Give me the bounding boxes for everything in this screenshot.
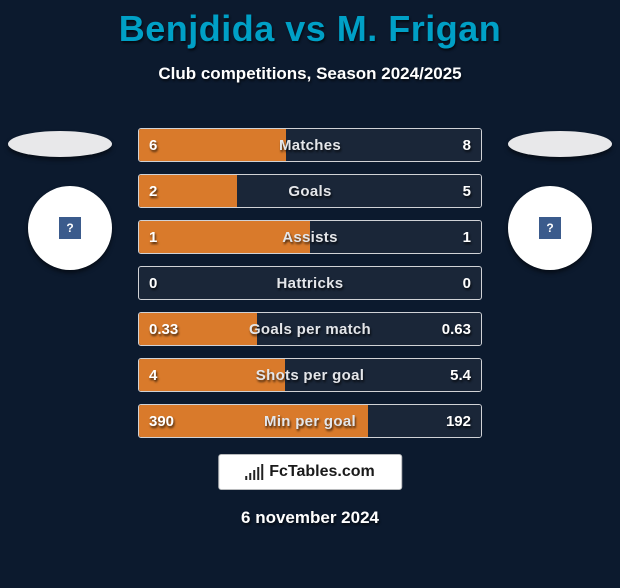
stat-right-bar bbox=[286, 129, 481, 161]
stat-row: 0 0Hattricks bbox=[138, 266, 482, 300]
stat-right-value: 8 bbox=[463, 129, 471, 161]
stat-right-value: 0.63 bbox=[442, 313, 471, 345]
unknown-club-icon bbox=[59, 217, 81, 239]
stats-panel: 68Matches25Goals11Assists00Hattricks0.33… bbox=[138, 128, 482, 450]
stat-left-bar bbox=[139, 359, 285, 391]
footer-attribution: FcTables.com bbox=[218, 454, 402, 490]
stat-right-value: 5.4 bbox=[450, 359, 471, 391]
stat-left-value: 0 bbox=[149, 267, 157, 299]
player-left-avatar bbox=[8, 131, 112, 157]
stat-right-value: 192 bbox=[446, 405, 471, 437]
stat-left-value: 4 bbox=[149, 359, 157, 391]
stat-left-value: 0.33 bbox=[149, 313, 178, 345]
page-date: 6 november 2024 bbox=[0, 508, 620, 528]
player-right-club bbox=[508, 186, 592, 270]
stat-left-value: 1 bbox=[149, 221, 157, 253]
stat-row: 25Goals bbox=[138, 174, 482, 208]
player-left-club bbox=[28, 186, 112, 270]
stat-left-bar bbox=[139, 129, 286, 161]
fctables-logo-icon bbox=[245, 464, 263, 480]
stat-left-value: 6 bbox=[149, 129, 157, 161]
stat-left-bar bbox=[139, 221, 310, 253]
stat-right-bar bbox=[237, 175, 481, 207]
stat-right-value: 5 bbox=[463, 175, 471, 207]
page-subtitle: Club competitions, Season 2024/2025 bbox=[0, 64, 620, 84]
unknown-club-icon bbox=[539, 217, 561, 239]
stat-right-value: 1 bbox=[463, 221, 471, 253]
stat-row: 11Assists bbox=[138, 220, 482, 254]
stat-row: 0.330.63Goals per match bbox=[138, 312, 482, 346]
stat-left-value: 390 bbox=[149, 405, 174, 437]
stat-right-value: 0 bbox=[463, 267, 471, 299]
stat-row: 45.4Shots per goal bbox=[138, 358, 482, 392]
stat-row: 390192Min per goal bbox=[138, 404, 482, 438]
footer-label: FcTables.com bbox=[269, 463, 375, 481]
stat-right-bar bbox=[310, 221, 481, 253]
player-right-avatar bbox=[508, 131, 612, 157]
stat-row: 68Matches bbox=[138, 128, 482, 162]
stat-left-value: 2 bbox=[149, 175, 157, 207]
page-title: Benjdida vs M. Frigan bbox=[0, 8, 620, 50]
stat-label: Hattricks bbox=[139, 267, 481, 299]
